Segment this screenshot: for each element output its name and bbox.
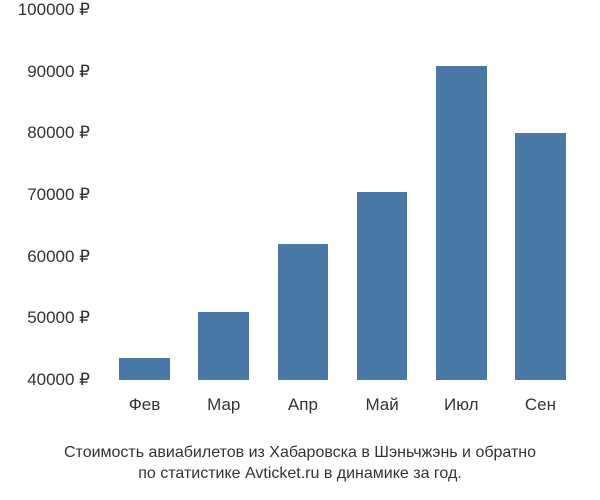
bar (436, 66, 487, 381)
y-tick-label: 50000 ₽ (27, 308, 90, 328)
caption-line-2: по статистике Avticket.ru в динамике за … (138, 465, 462, 482)
chart-container: 40000 ₽ 50000 ₽ 60000 ₽ 70000 ₽ 80000 ₽ 90000… (0, 0, 600, 420)
bar (198, 312, 249, 380)
y-tick-label: 100000 ₽ (18, 0, 90, 20)
bar-group (105, 10, 184, 380)
x-axis: ФевМарАпрМайИюлСен (105, 395, 580, 415)
bar-group (501, 10, 580, 380)
bar-group (263, 10, 342, 380)
x-tick-label: Май (343, 395, 422, 415)
bar (278, 244, 329, 380)
bar (515, 133, 566, 380)
y-axis: 40000 ₽50000 ₽60000 ₽70000 ₽80000 ₽90000… (0, 10, 100, 380)
x-tick-label: Апр (263, 395, 342, 415)
bar-group (184, 10, 263, 380)
y-tick-label: 90000 ₽ (27, 62, 90, 82)
y-tick-label: 40000 ₽ (27, 370, 90, 390)
chart-caption: Стоимость авиабилетов из Хабаровска в Шэ… (0, 443, 600, 485)
caption-line-1: Стоимость авиабилетов из Хабаровска в Шэ… (64, 444, 536, 461)
bar-group (343, 10, 422, 380)
bar (119, 358, 170, 380)
x-tick-label: Мар (184, 395, 263, 415)
bar-group (422, 10, 501, 380)
bars-area (105, 10, 580, 380)
y-tick-label: 60000 ₽ (27, 247, 90, 267)
plot-area: 40000 ₽50000 ₽60000 ₽70000 ₽80000 ₽90000… (105, 10, 580, 380)
y-tick-label: 80000 ₽ (27, 123, 90, 143)
y-tick-label: 70000 ₽ (27, 185, 90, 205)
x-tick-label: Фев (105, 395, 184, 415)
x-tick-label: Сен (501, 395, 580, 415)
bar (357, 192, 408, 380)
x-tick-label: Июл (422, 395, 501, 415)
